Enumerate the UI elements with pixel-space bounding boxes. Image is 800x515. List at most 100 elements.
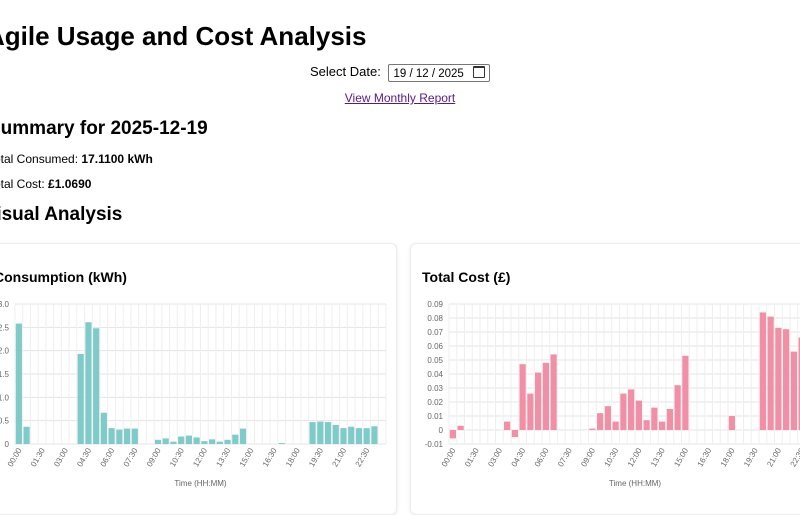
x-tick-label: 06:00	[99, 446, 117, 468]
bar	[100, 412, 107, 444]
bar	[628, 389, 635, 430]
bar	[612, 421, 619, 430]
x-tick-label: 16:30	[261, 446, 279, 468]
x-tick-label: 18:00	[719, 446, 737, 468]
x-tick-label: 01:30	[463, 446, 481, 468]
x-tick-label: 07:30	[556, 446, 574, 468]
x-tick-label: 15:00	[672, 446, 690, 468]
y-tick-label: 0.5	[0, 417, 10, 426]
bar	[589, 428, 596, 430]
x-axis-title: Time (HH:MM)	[174, 479, 226, 488]
bar	[123, 428, 131, 444]
x-tick-label: 13:30	[214, 446, 232, 468]
bar	[767, 316, 774, 430]
y-tick-label: 1.0	[0, 393, 10, 402]
bar	[449, 430, 456, 439]
cost-chart-card: Total Cost (£) -0.01 0 0.01 0.02 0.03 0.04 0.0…	[410, 243, 800, 515]
bar	[154, 439, 162, 444]
x-tick-label: 10:30	[603, 446, 621, 468]
summary-title: Summary for 2025-12-19	[0, 118, 208, 139]
y-tick-label: 2.0	[0, 347, 10, 356]
bar	[728, 416, 735, 430]
y-tick-label: 0	[439, 426, 444, 435]
consumption-chart: 0 0.5 1.0 1.5 2.0 2.5 3.0 00:00 01:30 03:00 04:30 0…	[0, 300, 387, 488]
y-tick-label: 0.09	[427, 300, 443, 309]
y-tick-label: 0.04	[427, 370, 443, 379]
x-tick-label: 22:30	[354, 446, 372, 468]
bar	[309, 422, 316, 444]
y-tick-label: 3.0	[0, 300, 10, 309]
bar	[775, 327, 782, 430]
bar	[604, 406, 611, 430]
bar	[790, 351, 797, 430]
x-tick-label: 00:00	[6, 446, 24, 468]
bar	[643, 420, 650, 430]
y-tick-label: 0	[5, 440, 10, 449]
bar	[511, 430, 518, 437]
bar	[635, 400, 642, 430]
total-consumed-value: 17.1100 kWh	[81, 152, 153, 166]
y-tick-label: 0.05	[427, 356, 443, 365]
bar	[170, 441, 177, 444]
bar	[620, 393, 627, 430]
bar	[550, 354, 557, 430]
date-input[interactable]: 19 / 12 / 2025	[388, 64, 490, 82]
bar	[332, 424, 339, 444]
bar	[77, 353, 84, 444]
calendar-icon[interactable]	[473, 66, 485, 78]
bar	[457, 425, 464, 430]
bar	[193, 437, 200, 444]
bar	[239, 428, 247, 444]
total-cost-value: £1.0690	[48, 177, 92, 191]
date-label: Select Date:	[310, 64, 381, 80]
x-tick-label: 03:00	[52, 446, 70, 468]
bar	[224, 439, 231, 444]
x-axis-title: Time (HH:MM)	[609, 479, 661, 488]
bar	[355, 428, 363, 444]
bar	[674, 385, 681, 430]
bar	[216, 441, 223, 444]
bar	[682, 355, 689, 430]
y-tick-label: 2.5	[0, 323, 10, 332]
x-tick-label: 01:30	[29, 446, 47, 468]
cost-chart: -0.01 0 0.01 0.02 0.03 0.04 0.05 0.06 0.07 0.08 0.…	[425, 300, 800, 488]
bar	[340, 428, 347, 444]
y-tick-label: -0.01	[425, 440, 444, 449]
bar	[201, 441, 208, 444]
bar	[783, 329, 790, 430]
bar	[131, 428, 138, 444]
x-tick-label: 10:30	[168, 446, 186, 468]
bar	[666, 409, 673, 430]
bar	[178, 436, 185, 444]
bar	[85, 322, 92, 444]
y-tick-label: 0.08	[427, 314, 443, 323]
x-tick-label: 12:00	[191, 446, 209, 468]
bar	[798, 337, 800, 430]
bar	[542, 362, 549, 430]
total-cost: Total Cost: £1.0690	[0, 177, 91, 191]
x-tick-label: 03:00	[486, 446, 504, 468]
bar	[93, 328, 100, 444]
total-consumed: Total Consumed: 17.1100 kWh	[0, 152, 153, 166]
y-tick-label: 0.03	[427, 384, 443, 393]
y-tick-label: 0.07	[427, 328, 443, 337]
x-tick-label: 21:00	[330, 446, 348, 468]
bar	[317, 421, 324, 444]
date-value: 19 / 12 / 2025	[393, 68, 464, 80]
bar	[651, 407, 658, 430]
bar	[659, 421, 666, 430]
y-tick-label: 0.06	[427, 342, 443, 351]
bar	[519, 364, 526, 430]
bar	[185, 435, 192, 444]
bar	[371, 426, 378, 444]
visual-analysis-title: Visual Analysis	[0, 204, 123, 225]
monthly-report-link[interactable]: View Monthly Report	[344, 91, 456, 105]
bar	[15, 323, 22, 444]
x-tick-label: 19:30	[742, 446, 760, 468]
consumption-chart-title: Consumption (kWh)	[0, 269, 127, 285]
page-title: Agile Usage and Cost Analysis	[0, 21, 367, 51]
bar	[527, 393, 534, 430]
total-consumed-label: Total Consumed:	[0, 152, 79, 166]
bar	[23, 426, 30, 444]
bar	[597, 413, 604, 430]
